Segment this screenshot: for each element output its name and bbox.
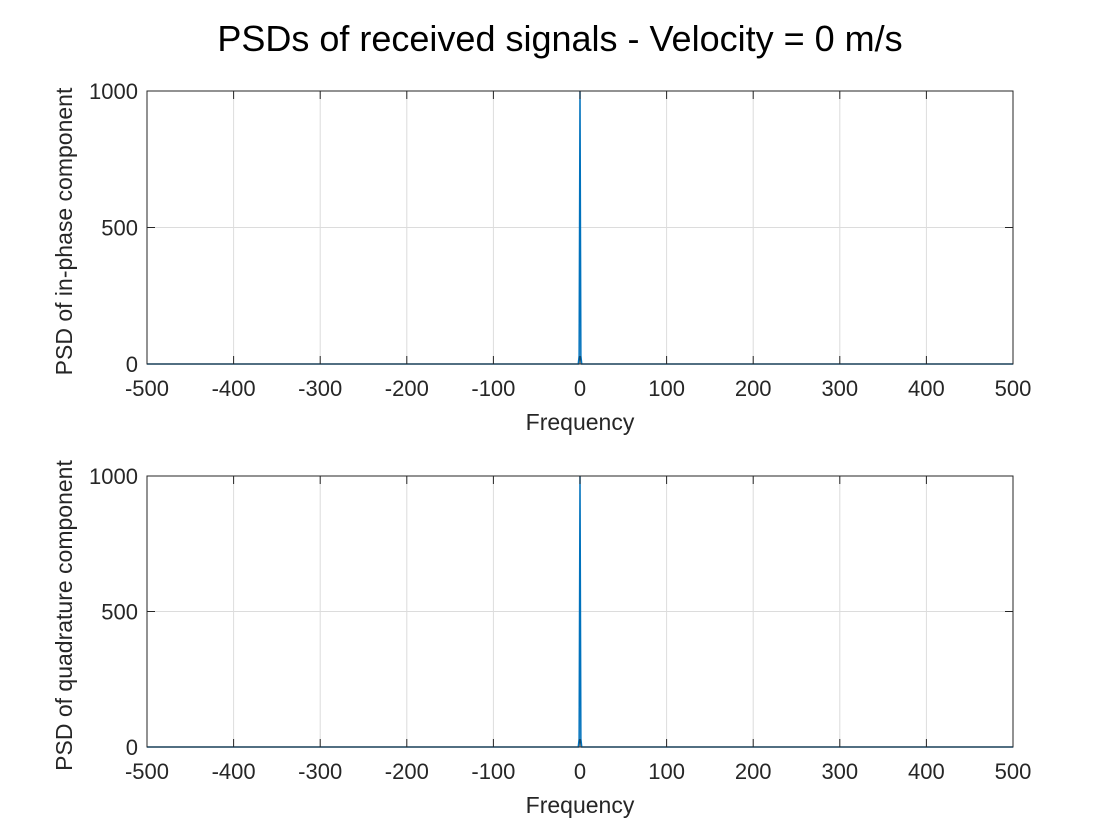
x-tick-label: 200 <box>735 376 772 401</box>
x-tick-label: -200 <box>385 376 429 401</box>
x-tick-label: -100 <box>471 759 515 784</box>
x-tick-label: -300 <box>298 376 342 401</box>
x-tick-label: 0 <box>574 376 586 401</box>
x-tick-label: 300 <box>821 759 858 784</box>
y-tick-label: 1000 <box>89 464 138 489</box>
x-tick-label: 500 <box>995 376 1032 401</box>
figure-title: PSDs of received signals - Velocity = 0 … <box>217 18 903 59</box>
x-tick-label: 200 <box>735 759 772 784</box>
y-tick-label: 0 <box>126 352 138 377</box>
y-axis-label: PSD of in-phase component <box>51 87 77 375</box>
x-tick-label: 300 <box>821 376 858 401</box>
x-axis-label: Frequency <box>526 409 635 435</box>
x-tick-label: 400 <box>908 376 945 401</box>
x-tick-label: -400 <box>212 759 256 784</box>
x-tick-label: -400 <box>212 376 256 401</box>
x-tick-label: -500 <box>125 376 169 401</box>
y-tick-label: 0 <box>126 735 138 760</box>
x-tick-label: 500 <box>995 759 1032 784</box>
x-tick-label: -300 <box>298 759 342 784</box>
x-axis-label: Frequency <box>526 792 635 818</box>
x-tick-label: 400 <box>908 759 945 784</box>
x-tick-label: 0 <box>574 759 586 784</box>
y-axis-label: PSD of quadrature component <box>51 460 77 771</box>
x-tick-label: 100 <box>648 759 685 784</box>
y-tick-label: 500 <box>101 216 138 241</box>
x-tick-label: -500 <box>125 759 169 784</box>
x-tick-label: -200 <box>385 759 429 784</box>
x-tick-label: 100 <box>648 376 685 401</box>
y-tick-label: 500 <box>101 600 138 625</box>
y-tick-label: 1000 <box>89 79 138 104</box>
x-tick-label: -100 <box>471 376 515 401</box>
